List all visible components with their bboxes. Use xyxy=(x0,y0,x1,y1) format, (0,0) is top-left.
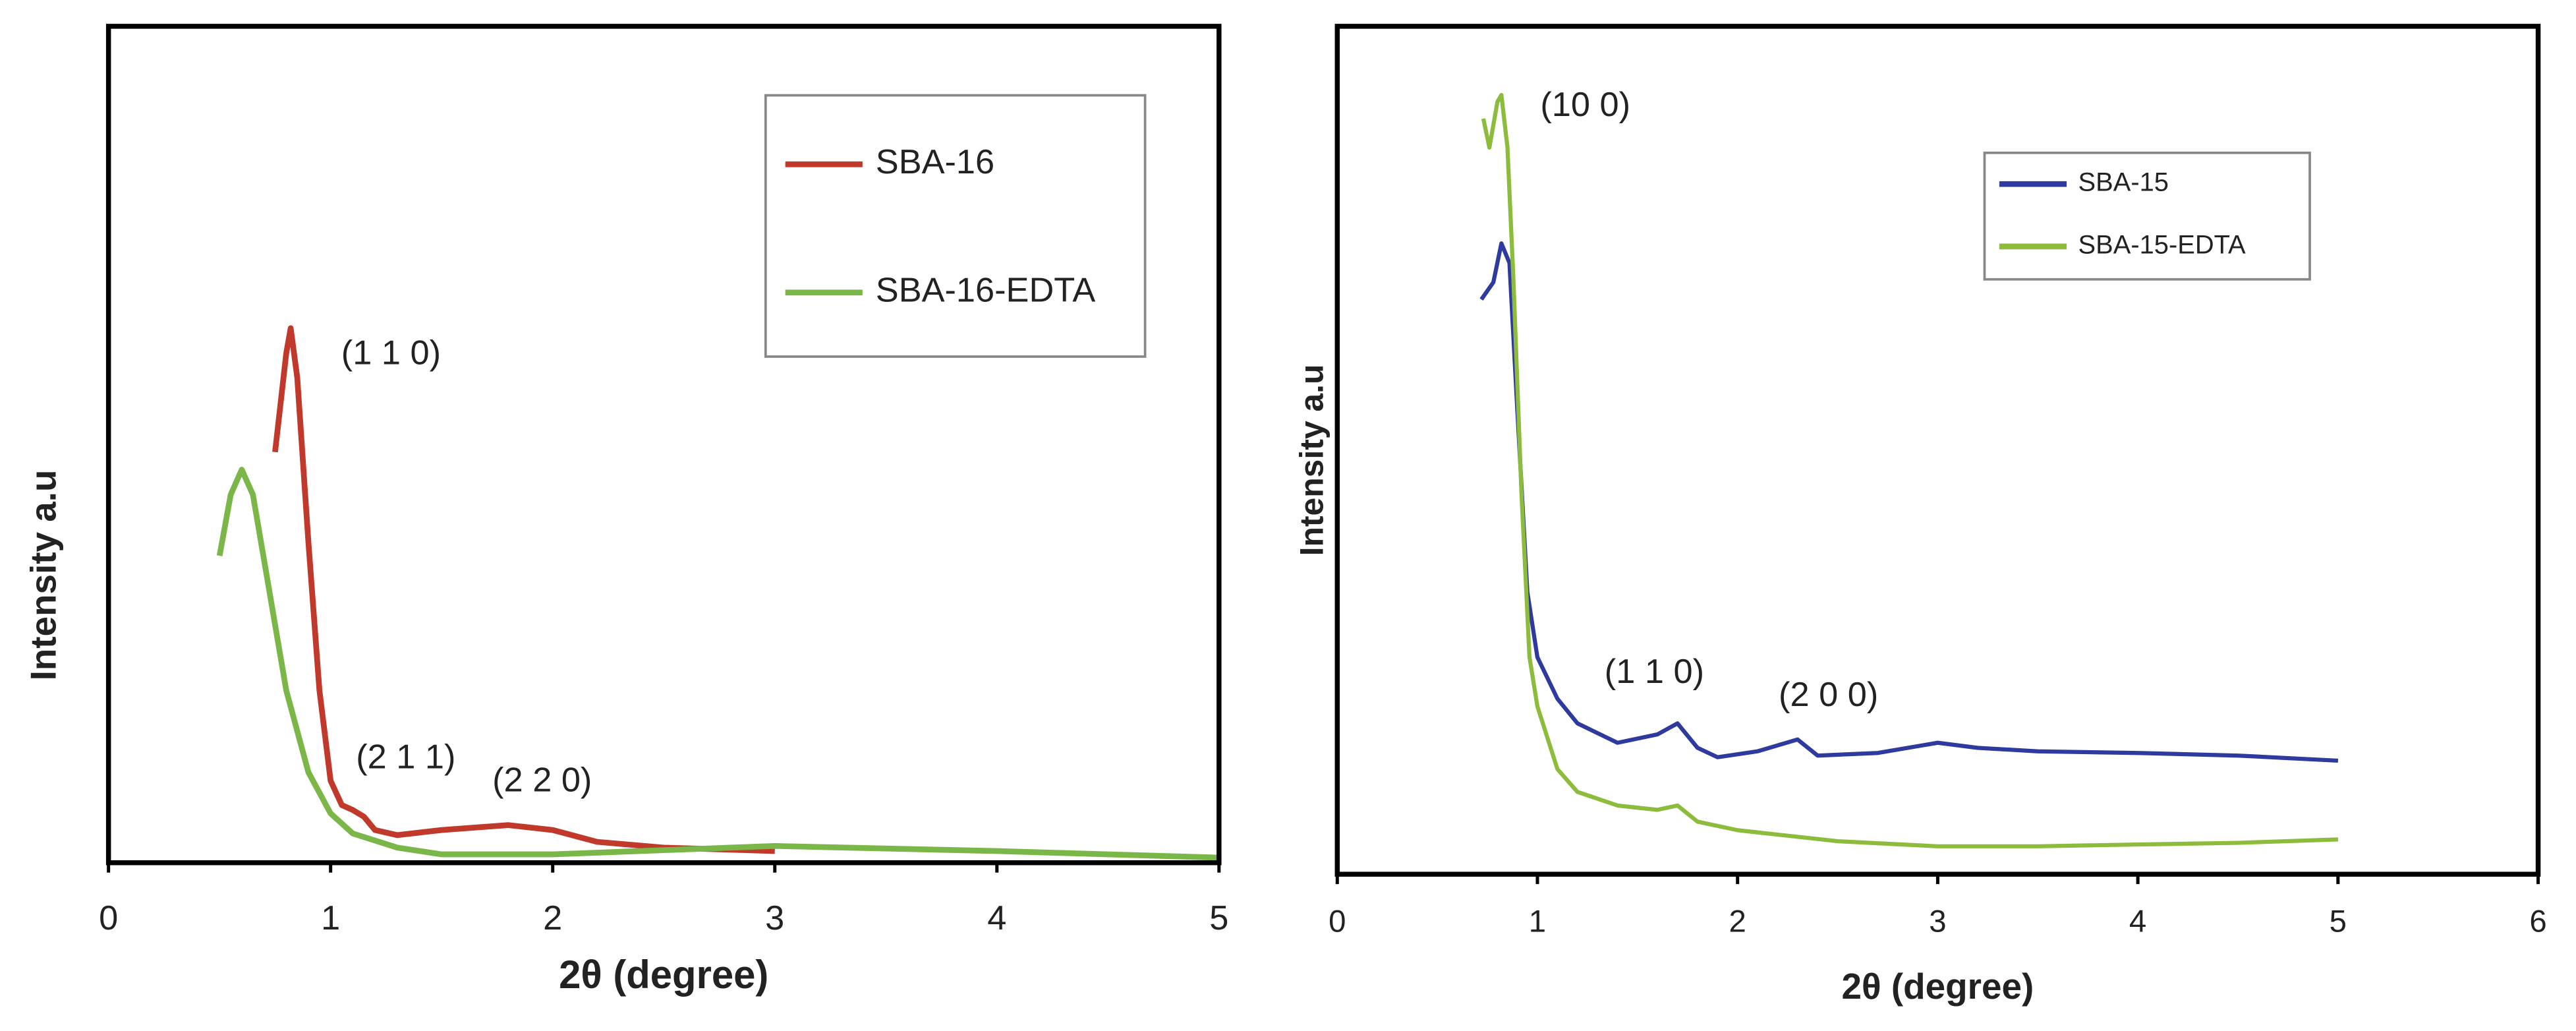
y-axis-label: Intensity a.u xyxy=(22,470,63,681)
legend-label: SBA-15 xyxy=(2078,168,2169,197)
x-tick-label: 5 xyxy=(1209,899,1228,937)
x-tick-label: 2 xyxy=(543,899,562,937)
x-tick-label: 2 xyxy=(1729,904,1746,939)
legend-box xyxy=(764,94,1147,358)
x-tick-label: 3 xyxy=(765,899,784,937)
legend-label: SBA-15-EDTA xyxy=(2078,230,2246,259)
x-tick-label: 1 xyxy=(1529,904,1546,939)
data-line xyxy=(1481,92,2339,848)
annotation: (2 0 0) xyxy=(1779,676,1878,714)
annotation: (1 1 0) xyxy=(1605,653,1704,691)
data-line xyxy=(272,325,775,854)
x-tick-label: 4 xyxy=(2129,904,2146,939)
x-tick-label: 5 xyxy=(2330,904,2347,939)
legend-label: SBA-16 xyxy=(876,143,994,181)
x-tick-label: 6 xyxy=(2529,904,2546,939)
x-tick-label: 0 xyxy=(1329,904,1346,939)
annotation: (2 1 1) xyxy=(356,738,455,777)
plot-frame xyxy=(1334,24,2541,877)
data-line xyxy=(216,467,1219,861)
plot-frame xyxy=(105,24,1222,866)
annotation: (2 2 0) xyxy=(492,761,592,799)
legend-label: SBA-16-EDTA xyxy=(876,272,1096,310)
legend-box xyxy=(1983,151,2311,281)
x-axis-label: 2θ (degree) xyxy=(1842,966,2034,1007)
x-tick-label: 4 xyxy=(987,899,1006,937)
x-tick-label: 0 xyxy=(99,899,118,937)
y-axis-label: Intensity a.u xyxy=(1294,365,1331,556)
x-axis-label: 2θ (degree) xyxy=(559,953,768,997)
x-tick-label: 3 xyxy=(1929,904,1946,939)
annotation: (10 0) xyxy=(1540,86,1630,124)
x-tick-label: 1 xyxy=(321,899,340,937)
annotation: (1 1 0) xyxy=(341,334,441,372)
